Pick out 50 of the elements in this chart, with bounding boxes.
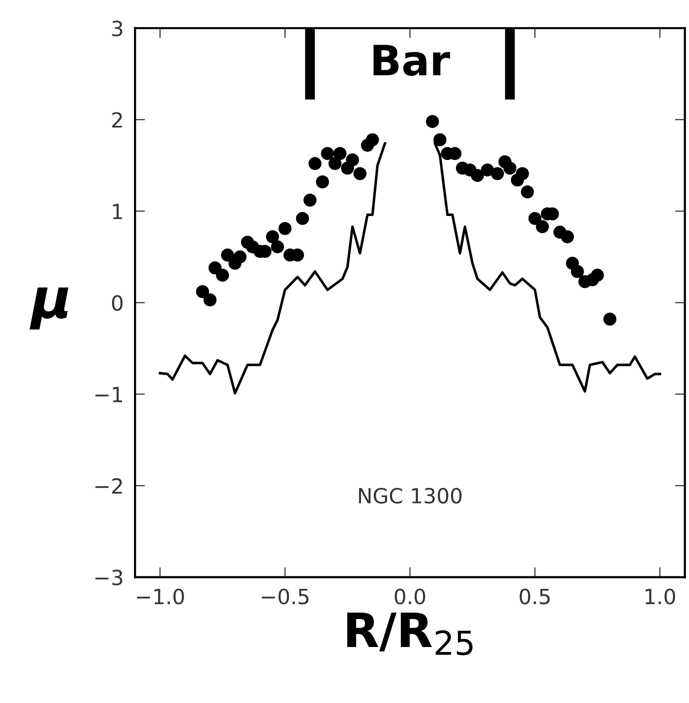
- point: [560, 230, 574, 244]
- point: [308, 157, 322, 170]
- x-axis-title: R/R$_{25}$: [347, 612, 472, 656]
- y-tick-label: 3: [112, 20, 122, 36]
- point: [528, 212, 542, 225]
- annotation: Bar: [374, 44, 450, 76]
- point: [216, 268, 230, 282]
- point: [570, 265, 584, 278]
- point: [316, 175, 329, 188]
- point: [503, 162, 516, 175]
- x-tick-label: −1.0: [136, 588, 184, 604]
- point: [480, 163, 494, 176]
- point: [333, 146, 346, 160]
- point: [490, 167, 504, 180]
- point: [303, 194, 316, 207]
- line-series: [158, 142, 386, 394]
- point: [470, 168, 484, 182]
- point: [426, 114, 439, 128]
- y-tick-label: −3: [95, 570, 122, 586]
- y-tick-label: 2: [112, 112, 122, 128]
- point: [353, 167, 366, 180]
- y-tick-label: −2: [95, 478, 122, 494]
- point: [320, 146, 334, 160]
- point: [520, 185, 534, 198]
- x-tick-label: −0.5: [262, 588, 308, 604]
- x-tick-label: 0.0: [394, 588, 426, 604]
- y-tick-label: 1: [112, 204, 122, 220]
- y-tick-label: 0: [112, 295, 123, 311]
- point: [270, 240, 284, 254]
- point: [296, 212, 309, 225]
- y-axis-title: μ: [30, 288, 68, 330]
- point: [536, 220, 549, 234]
- point: [204, 293, 217, 306]
- y-tick-label: −1: [95, 386, 122, 402]
- point: [590, 268, 604, 282]
- x-tick-label: 0.5: [520, 588, 550, 604]
- point: [266, 230, 280, 244]
- annotation: NGC 1300: [359, 488, 462, 504]
- point: [603, 312, 616, 326]
- point: [221, 248, 234, 262]
- point: [208, 261, 222, 274]
- point: [516, 167, 529, 180]
- x-tick-label: 1.0: [646, 588, 676, 604]
- point: [328, 157, 342, 170]
- point: [346, 153, 359, 166]
- point: [366, 133, 379, 146]
- point: [234, 250, 247, 264]
- point: [196, 285, 210, 298]
- point: [278, 222, 292, 236]
- point: [433, 133, 446, 146]
